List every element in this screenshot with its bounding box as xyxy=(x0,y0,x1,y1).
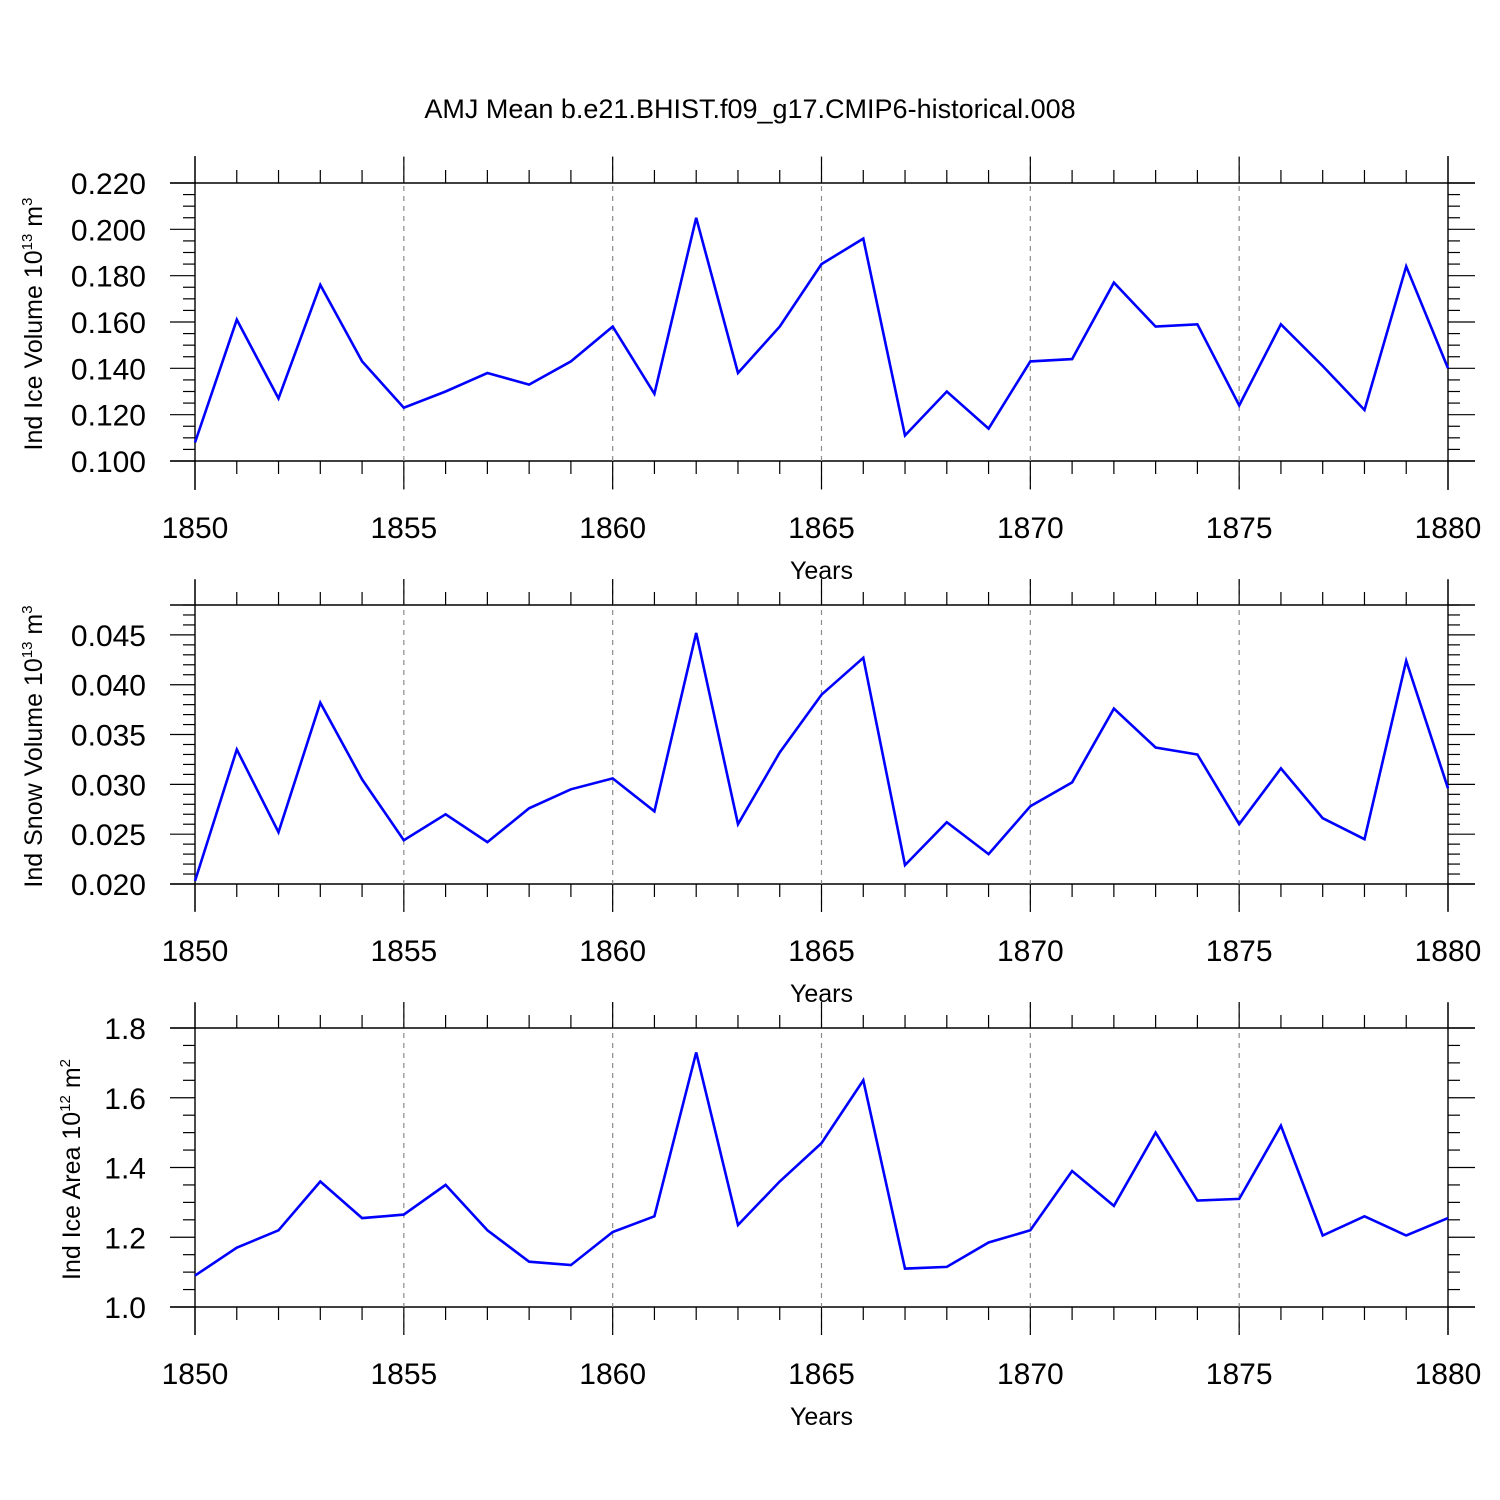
x-axis-label: Years xyxy=(790,1403,853,1431)
x-tick-label: 1850 xyxy=(162,512,229,545)
x-tick-label: 1865 xyxy=(788,1358,855,1391)
y-tick-label: 0.045 xyxy=(71,620,146,653)
x-tick-label: 1860 xyxy=(579,935,646,968)
panel-2: 1850 1855 1860 1865 1870 1875 1880Years0.0200.… xyxy=(19,579,1481,1008)
x-tick-label: 1880 xyxy=(1415,1358,1482,1391)
chart-title: AMJ Mean b.e21.BHIST.f09_g17.CMIP6-histo… xyxy=(424,94,1075,124)
y-tick-label: 0.030 xyxy=(71,769,146,802)
x-tick-label: 1860 xyxy=(579,1358,646,1391)
y-tick-label: 1.8 xyxy=(104,1013,146,1046)
y-tick-label: 0.120 xyxy=(71,400,146,433)
y-tick-label: 0.140 xyxy=(71,353,146,386)
x-tick-label: 1875 xyxy=(1206,512,1273,545)
x-tick-label: 1875 xyxy=(1206,935,1273,968)
x-tick-label: 1875 xyxy=(1206,1358,1273,1391)
panel-1: 1850 1855 1860 1865 1870 1875 1880Years0.1000.… xyxy=(19,156,1481,585)
y-axis-label: Ind Ice Area 1012 m2 xyxy=(57,1059,86,1280)
x-tick-label: 1855 xyxy=(370,935,437,968)
y-tick-label: 0.040 xyxy=(71,670,146,703)
y-tick-label: 0.220 xyxy=(71,168,146,201)
series-line xyxy=(194,1052,1449,1277)
y-axis-label: Ind Snow Volume 1013 m3 xyxy=(19,605,48,887)
y-tick-label: 1.4 xyxy=(104,1153,146,1186)
y-tick-label: 0.100 xyxy=(71,446,146,479)
y-tick-label: 0.200 xyxy=(71,214,146,247)
x-tick-label: 1870 xyxy=(997,935,1064,968)
x-tick-label: 1855 xyxy=(370,512,437,545)
y-tick-label: 1.6 xyxy=(104,1083,146,1116)
x-tick-label: 1865 xyxy=(788,935,855,968)
x-tick-label: 1870 xyxy=(997,512,1064,545)
y-tick-label: 1.0 xyxy=(104,1292,146,1325)
x-tick-label: 1880 xyxy=(1415,512,1482,545)
panel-3: 1850 1855 1860 1865 1870 1875 1880 Years 1.0 1.2 1… xyxy=(57,1002,1481,1431)
y-tick-label: 1.2 xyxy=(104,1222,146,1255)
x-tick-label: 1870 xyxy=(997,1358,1064,1391)
x-tick-label: 1850 xyxy=(162,1358,229,1391)
x-tick-label: 1880 xyxy=(1415,935,1482,968)
x-tick-label: 1860 xyxy=(579,512,646,545)
series-line xyxy=(193,632,1450,882)
y-tick-label: 0.020 xyxy=(71,869,146,902)
x-tick-label: 1855 xyxy=(370,1358,437,1391)
panels: 1850 1855 1860 1865 1870 1875 1880 Years 0.100 0.… xyxy=(19,156,1481,1431)
series-line xyxy=(193,217,1450,443)
x-tick-label: 1865 xyxy=(788,512,855,545)
y-tick-label: 0.025 xyxy=(71,819,146,852)
x-tick-label: 1850 xyxy=(162,935,229,968)
y-axis-label: Ind Ice Volume 1013 m3 xyxy=(19,198,48,451)
y-tick-label: 0.180 xyxy=(71,261,146,294)
y-tick-label: 0.035 xyxy=(71,720,146,753)
y-tick-label: 0.160 xyxy=(71,307,146,340)
